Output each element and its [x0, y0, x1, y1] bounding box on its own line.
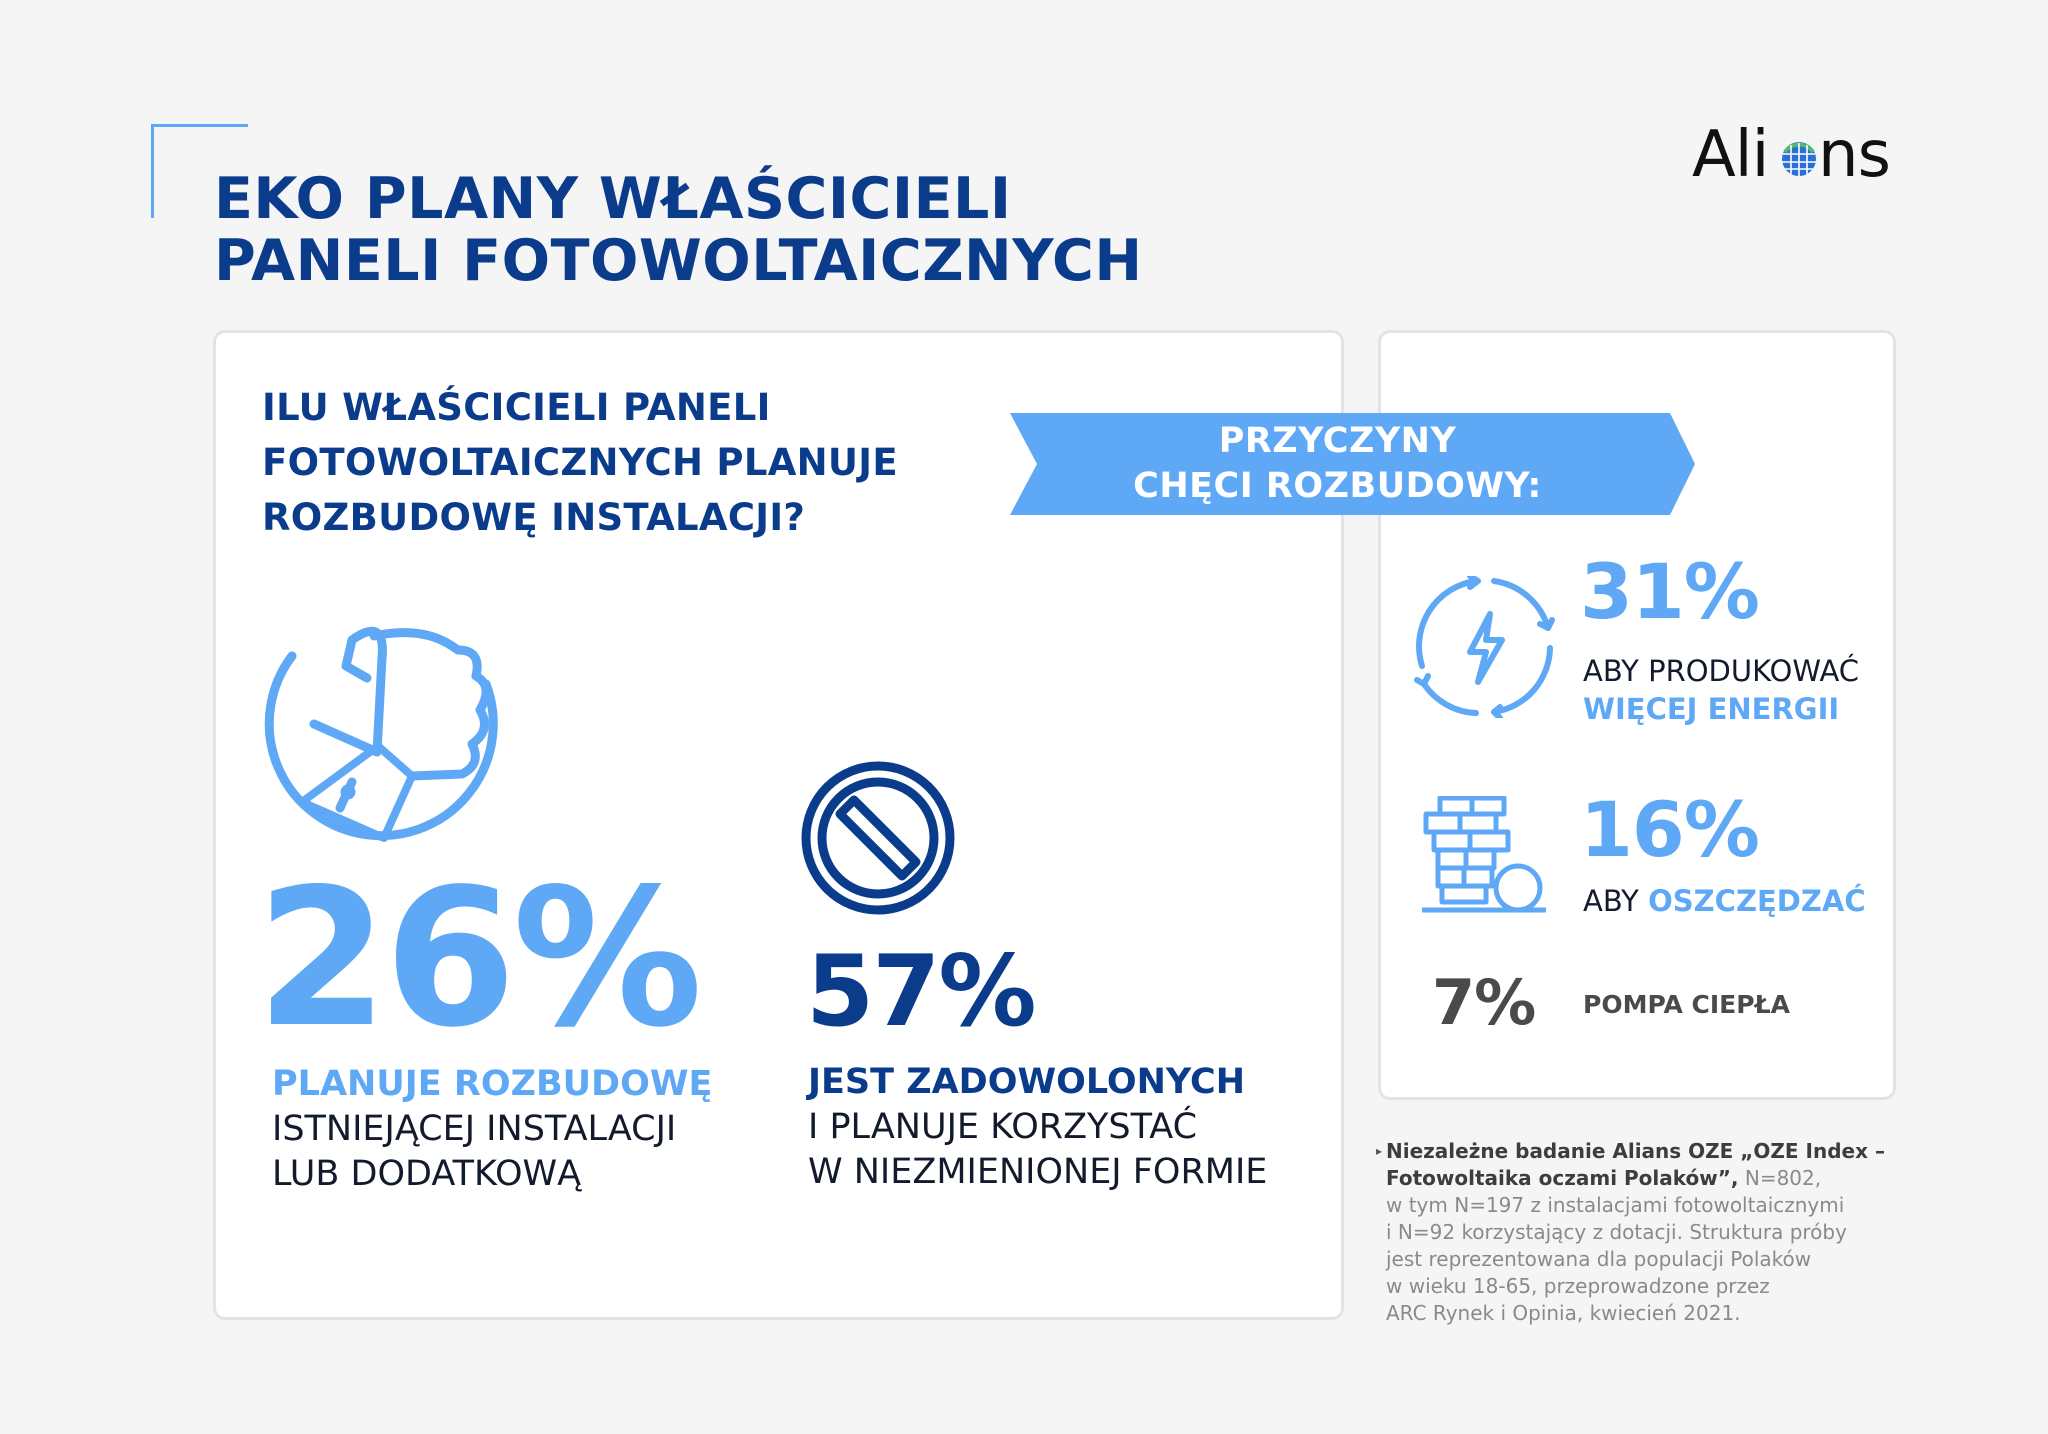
stat-keep-description: JEST ZADOWOLONYCH I PLANUJE KORZYSTAĆ W … [808, 1060, 1267, 1195]
stat-expand-line1: PLANUJE ROZBUDOWĘ [272, 1064, 713, 1104]
stat-expand-description: PLANUJE ROZBUDOWĘ ISTNIEJĄCEJ INSTALACJI… [272, 1062, 712, 1197]
reasons-banner-line1: PRZYCZYNY [1218, 421, 1457, 461]
stat-expand-line2: ISTNIEJĄCEJ INSTALACJI [272, 1109, 677, 1149]
question-line2: FOTOWOLTAICZNYCH PLANUJE [262, 441, 898, 484]
alians-logo: Ali ns [1692, 120, 1894, 190]
reasons-banner-line2: CHĘCI ROZBUDOWY: [1133, 466, 1542, 506]
stat-keep-line1: JEST ZADOWOLONYCH [808, 1062, 1246, 1102]
energy-icon [1414, 576, 1555, 718]
question-line3: ROZBUDOWĘ INSTALACJI? [262, 496, 806, 539]
footnote-line5: jest reprezentowana dla populacji Polakó… [1386, 1247, 1812, 1271]
reason-energy-label-plain: ABY PRODUKOWAĆ [1583, 654, 1860, 688]
footnote-line4: i N=92 korzystający z dotacji. Struktura… [1386, 1220, 1847, 1244]
reason-savings-value: 16% [1580, 785, 1760, 874]
question-line1: ILU WŁAŚCICIELI PANELI [262, 386, 771, 429]
logo-text-left: Ali [1692, 118, 1769, 192]
stat-expand-value: 26% [256, 848, 703, 1069]
stat-keep-line2: I PLANUJE KORZYSTAĆ [808, 1107, 1198, 1147]
reason-savings-label-plain: ABY [1583, 884, 1639, 918]
footnote-bold-line1: Niezależne badanie Alians OZE „OZE Index… [1386, 1139, 1885, 1163]
footnote-marker: ▸ [1376, 1144, 1383, 1158]
thumbs-up-icon [264, 626, 498, 842]
footnote-sample-size: N=802, [1738, 1166, 1822, 1190]
reason-heatpump-label: POMPA CIEPŁA [1583, 990, 1790, 1019]
stat-keep-line3: W NIEZMIENIONEJ FORMIE [808, 1152, 1268, 1192]
stat-keep-value: 57% [806, 935, 1037, 1049]
footnote-bold-line2: Fotowoltaika oczami Polaków”, [1386, 1166, 1739, 1190]
stat-expand-line3: LUB DODATKOWĄ [272, 1154, 582, 1194]
reason-savings-label-accent: OSZCZĘDZAĆ [1648, 884, 1866, 918]
reason-energy-label: ABY PRODUKOWAĆ WIĘCEJ ENERGII [1583, 652, 1859, 728]
reason-energy-value: 31% [1580, 547, 1760, 636]
page-title-line1: EKO PLANY WŁAŚCICIELI [214, 166, 1012, 232]
corner-bracket-horizontal [152, 124, 248, 127]
solar-globe-icon [1782, 142, 1816, 176]
reasons-ribbon [1010, 413, 1695, 515]
savings-icon [1422, 796, 1546, 913]
reasons-banner-title: PRZYCZYNY CHĘCI ROZBUDOWY: [1010, 419, 1665, 509]
reason-savings-label: ABY OSZCZĘDZAĆ [1583, 882, 1866, 920]
reason-energy-label-accent: WIĘCEJ ENERGII [1583, 692, 1840, 726]
corner-bracket-vertical [151, 124, 154, 218]
footnote-line7: ARC Rynek i Opinia, kwiecień 2021. [1386, 1301, 1741, 1325]
page-title: EKO PLANY WŁAŚCICIELI PANELI FOTOWOLTAIC… [214, 168, 1143, 292]
question-heading: ILU WŁAŚCICIELI PANELI FOTOWOLTAICZNYCH … [262, 380, 898, 545]
reason-heatpump-value: 7% [1432, 966, 1536, 1039]
prohibited-icon [801, 761, 955, 915]
footnote-line3: w tym N=197 z instalacjami fotowoltaiczn… [1386, 1193, 1845, 1217]
page-title-line2: PANELI FOTOWOLTAICZNYCH [214, 228, 1143, 294]
logo-text-right: ns [1818, 118, 1891, 192]
footnote-line6: w wieku 18-65, przeprowadzone przez [1386, 1274, 1770, 1298]
